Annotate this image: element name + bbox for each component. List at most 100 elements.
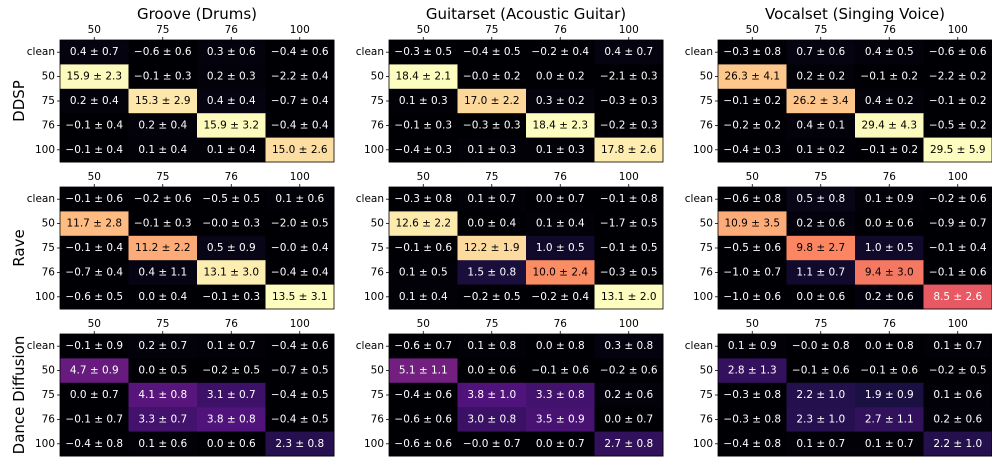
cell-value-label: −0.1 ± 0.6 (860, 365, 918, 377)
cell-value-label: 0.1 ± 0.7 (207, 340, 256, 352)
heatmap-cell (389, 358, 458, 384)
heatmap-cell (786, 187, 856, 212)
cell-value-label: 2.7 ± 1.1 (865, 413, 914, 425)
heatmap-cell (718, 260, 787, 286)
cell-value-label: −0.1 ± 0.4 (65, 144, 123, 156)
heatmap-cell (457, 334, 527, 359)
heatmap-cell (923, 187, 992, 212)
cell-value-label: 0.0 ± 0.7 (604, 413, 653, 425)
heatmap-cell (855, 407, 924, 433)
heatmap-cell (457, 382, 527, 408)
x-tick-label: 76 (883, 318, 897, 330)
y-tick-label: 50 (42, 365, 55, 377)
cell-value-label: 13.1 ± 3.0 (203, 266, 259, 278)
heatmap-cell (197, 187, 266, 212)
heatmap-cell (786, 260, 856, 286)
heatmap-cell (718, 187, 787, 212)
heatmap-cell (128, 382, 198, 408)
cell-value-label: 1.5 ± 0.8 (467, 266, 516, 278)
heatmap-cell (855, 88, 924, 114)
heatmap-cell (197, 64, 266, 90)
y-tick-label: 50 (42, 218, 55, 230)
y-tick-label: 76 (371, 266, 385, 278)
cell-value-label: −0.6 ± 0.8 (723, 193, 781, 205)
x-tick-label: 75 (156, 318, 169, 330)
x-tick-label: 100 (619, 318, 639, 330)
heatmap-cell (594, 88, 664, 114)
cell-value-label: 0.4 ± 0.7 (70, 46, 119, 58)
y-tick-label: 100 (693, 438, 713, 450)
cell-value-label: 10.9 ± 3.5 (724, 218, 780, 230)
y-tick-label: 100 (364, 291, 384, 303)
x-tick-label: 50 (88, 24, 101, 36)
cell-value-label: 0.1 ± 0.6 (138, 438, 187, 450)
heatmap-cell (526, 260, 595, 286)
heatmap-cell (128, 358, 198, 384)
cell-value-label: 26.2 ± 3.4 (793, 95, 849, 107)
heatmap-cell (265, 235, 335, 261)
heatmap-cell (197, 358, 266, 384)
heatmap-cell (457, 64, 527, 90)
heatmap-cell (457, 88, 527, 114)
heatmap-cell (786, 358, 856, 384)
heatmap-cell (718, 334, 787, 359)
y-tick-label: clean (685, 46, 713, 58)
cell-value-label: −0.1 ± 0.4 (65, 242, 123, 254)
panel-frame (59, 39, 335, 163)
cell-value-label: 0.4 ± 1.1 (138, 266, 187, 278)
cell-value-label: 2.2 ± 1.0 (933, 438, 982, 450)
x-tick-label: 100 (619, 24, 639, 36)
cell-value-label: 0.3 ± 0.2 (536, 95, 585, 107)
cell-value-label: −0.5 ± 0.6 (723, 242, 781, 254)
cell-value-label: −0.1 ± 0.6 (394, 242, 452, 254)
heatmap-cell (594, 334, 664, 359)
cell-value-label: 15.0 ± 2.6 (272, 144, 328, 156)
cell-value-label: −0.9 ± 0.7 (929, 218, 987, 230)
y-tick-label: 76 (700, 266, 714, 278)
x-tick-label: 76 (225, 24, 239, 36)
y-tick-label: 76 (42, 119, 56, 131)
heatmap-cell (526, 382, 595, 408)
heatmap-cell (718, 137, 787, 163)
heatmap-cell (923, 431, 992, 457)
cell-value-label: −0.3 ± 0.3 (600, 95, 658, 107)
cell-value-label: 3.1 ± 0.7 (207, 389, 256, 401)
heatmap-cell (786, 113, 856, 139)
cell-value-label: −0.1 ± 0.9 (65, 340, 123, 352)
heatmap-cell (923, 358, 992, 384)
heatmap-cell (265, 187, 335, 212)
y-tick-label: 50 (700, 71, 713, 83)
cell-value-label: −0.0 ± 0.4 (271, 242, 329, 254)
heatmap-cell (718, 88, 787, 114)
cell-value-label: −0.0 ± 0.3 (202, 218, 260, 230)
heatmap-cell (786, 88, 856, 114)
heatmap-cell (128, 137, 198, 163)
heatmap-cell (786, 235, 856, 261)
cell-value-label: −0.4 ± 0.8 (65, 438, 123, 450)
cell-value-label: 15.9 ± 3.2 (203, 119, 259, 131)
heatmap-cell (389, 431, 458, 457)
cell-value-label: 17.8 ± 2.6 (601, 144, 657, 156)
y-tick-label: 75 (371, 95, 384, 107)
cell-value-label: 3.0 ± 0.8 (467, 413, 516, 425)
y-tick-label: 75 (371, 242, 384, 254)
heatmap-cell (457, 431, 527, 457)
cell-value-label: −0.7 ± 0.5 (271, 365, 329, 377)
cell-value-label: 17.0 ± 2.2 (464, 95, 520, 107)
heatmap-cell (786, 137, 856, 163)
cell-value-label: −0.1 ± 0.2 (860, 71, 918, 83)
cell-value-label: 0.4 ± 0.2 (865, 95, 914, 107)
cell-value-label: −2.2 ± 0.2 (929, 71, 987, 83)
heatmap-cell (265, 260, 335, 286)
cell-value-label: 2.2 ± 1.0 (796, 389, 845, 401)
y-tick-label: clean (356, 193, 384, 205)
x-tick-label: 75 (814, 24, 827, 36)
y-tick-label: clean (27, 193, 55, 205)
cell-value-label: −0.4 ± 0.3 (723, 144, 781, 156)
cell-value-label: −0.2 ± 0.5 (929, 365, 987, 377)
heatmap-cell (594, 187, 664, 212)
cell-value-label: −0.6 ± 0.5 (65, 291, 123, 303)
cell-value-label: 0.3 ± 0.6 (207, 46, 256, 58)
heatmap-cell (265, 113, 335, 139)
heatmap-cell (128, 334, 198, 359)
